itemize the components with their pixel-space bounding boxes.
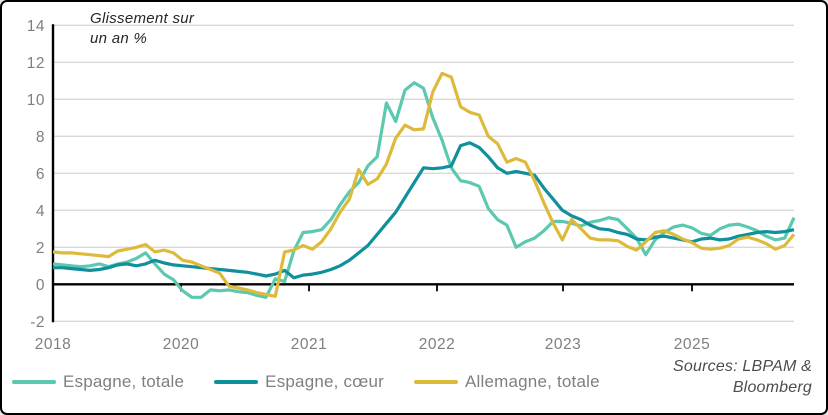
legend-label-espagne-totale: Espagne, totale: [63, 372, 185, 391]
legend-item-espagne-coeur: Espagne, cœur: [214, 372, 384, 392]
x-tick-label-2023: 2023: [545, 336, 581, 353]
axis-unit-annotation-line1: Glissement sur: [90, 10, 195, 27]
y-tick-label-12: 12: [27, 55, 45, 72]
axis-unit-annotation: Glissement sur un an %: [90, 9, 194, 49]
y-tick-label-14: 14: [27, 18, 45, 35]
legend-item-allemagne-totale: Allemagne, totale: [413, 372, 600, 392]
chart-legend: Espagne, totale Espagne, cœur Allemagne,…: [12, 372, 600, 392]
legend-label-allemagne-totale: Allemagne, totale: [464, 372, 600, 391]
sources-note-line1: Sources: LBPAM &: [673, 358, 812, 375]
sources-note-line2: Bloomberg: [732, 379, 812, 396]
y-tick-label-0: 0: [36, 277, 45, 294]
x-tick-label-2022: 2022: [419, 336, 455, 353]
y-tick-label-2: 2: [36, 240, 45, 257]
legend-item-espagne-totale: Espagne, totale: [12, 372, 184, 392]
y-tick-label-4: 4: [36, 203, 45, 220]
legend-line-swatch-espagne-coeur: [214, 379, 259, 385]
series-line-2: [52, 71, 796, 298]
x-tick-label-2018: 2018: [35, 336, 71, 353]
y-tick-label--2: -2: [30, 314, 45, 331]
y-tick-label-6: 6: [36, 166, 45, 183]
x-tick-label-2020: 2020: [163, 336, 199, 353]
y-tick-label-10: 10: [27, 92, 45, 109]
x-tick-label-2025: 2025: [674, 336, 710, 353]
series-line-1: [53, 141, 795, 280]
axis-unit-annotation-line2: un an %: [90, 30, 148, 47]
legend-line-swatch-allemagne-totale: [413, 379, 458, 385]
legend-line-swatch-espagne-totale: [12, 379, 56, 385]
legend-label-espagne-coeur: Espagne, cœur: [265, 372, 384, 391]
y-tick-label-8: 8: [36, 129, 45, 146]
series-line-0: [52, 81, 796, 299]
sources-note: Sources: LBPAM & Bloomberg: [673, 356, 812, 398]
x-tick-label-2021: 2021: [291, 336, 327, 353]
